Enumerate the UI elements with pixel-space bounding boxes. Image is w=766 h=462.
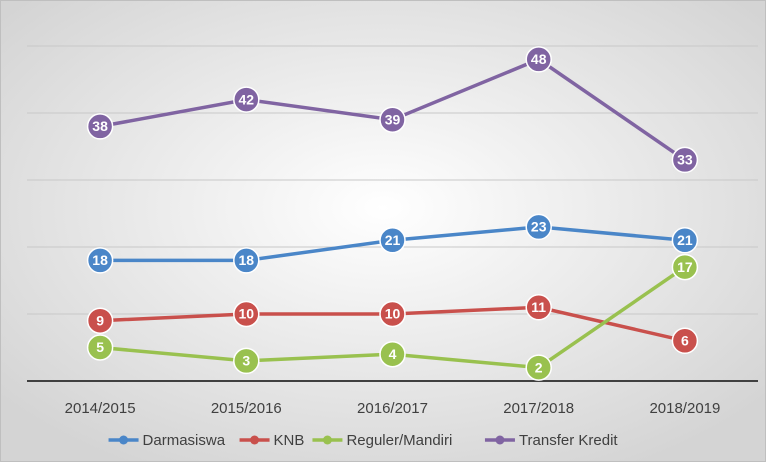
data-label: 4 (389, 346, 397, 362)
data-label: 6 (681, 333, 689, 349)
legend-marker (495, 435, 505, 445)
data-label: 39 (385, 111, 401, 127)
data-label: 5 (96, 339, 104, 355)
x-tick-label: 2016/2017 (357, 400, 428, 417)
x-tick-label: 2018/2019 (649, 400, 720, 417)
data-point (86, 334, 114, 361)
data-label: 38 (92, 118, 108, 134)
data-point (525, 213, 552, 241)
data-point (671, 146, 699, 174)
data-label: 2 (535, 359, 543, 375)
data-label: 21 (385, 232, 401, 248)
legend-marker (119, 435, 129, 445)
data-point (379, 300, 406, 328)
data-point (86, 247, 114, 274)
data-label: 3 (242, 353, 250, 369)
data-point (525, 46, 552, 73)
data-point (86, 113, 114, 140)
legend-label: KNB (274, 432, 305, 449)
data-label: 23 (531, 219, 547, 235)
data-label: 18 (92, 252, 108, 268)
data-label: 48 (531, 51, 547, 67)
x-tick-label: 2017/2018 (503, 400, 574, 417)
data-point (233, 347, 260, 375)
data-point (671, 327, 699, 355)
legend-label: Reguler/Mandiri (346, 432, 452, 449)
legend-label: Darmasiswa (143, 432, 226, 449)
legend-label: Transfer Kredit (519, 432, 618, 449)
data-point (233, 86, 260, 113)
data-label: 42 (239, 91, 255, 107)
data-point (671, 253, 699, 281)
data-point (233, 300, 260, 328)
data-label: 10 (239, 306, 255, 322)
data-label: 10 (385, 306, 401, 322)
data-point (379, 106, 406, 133)
data-point (379, 227, 406, 254)
data-point (379, 340, 406, 368)
data-label: 11 (531, 299, 546, 315)
data-point (671, 227, 699, 254)
legend-marker (322, 435, 332, 445)
data-label: 33 (677, 152, 693, 168)
data-point (86, 307, 114, 334)
data-point (525, 294, 552, 321)
data-label: 9 (96, 312, 104, 328)
data-label: 18 (239, 252, 255, 268)
x-tick-label: 2015/2016 (211, 400, 282, 417)
data-label: 21 (677, 232, 693, 248)
data-point (233, 247, 260, 274)
legend-marker (250, 435, 260, 445)
data-label: 17 (677, 259, 693, 275)
data-point (525, 354, 552, 381)
x-tick-label: 2014/2015 (65, 400, 136, 417)
